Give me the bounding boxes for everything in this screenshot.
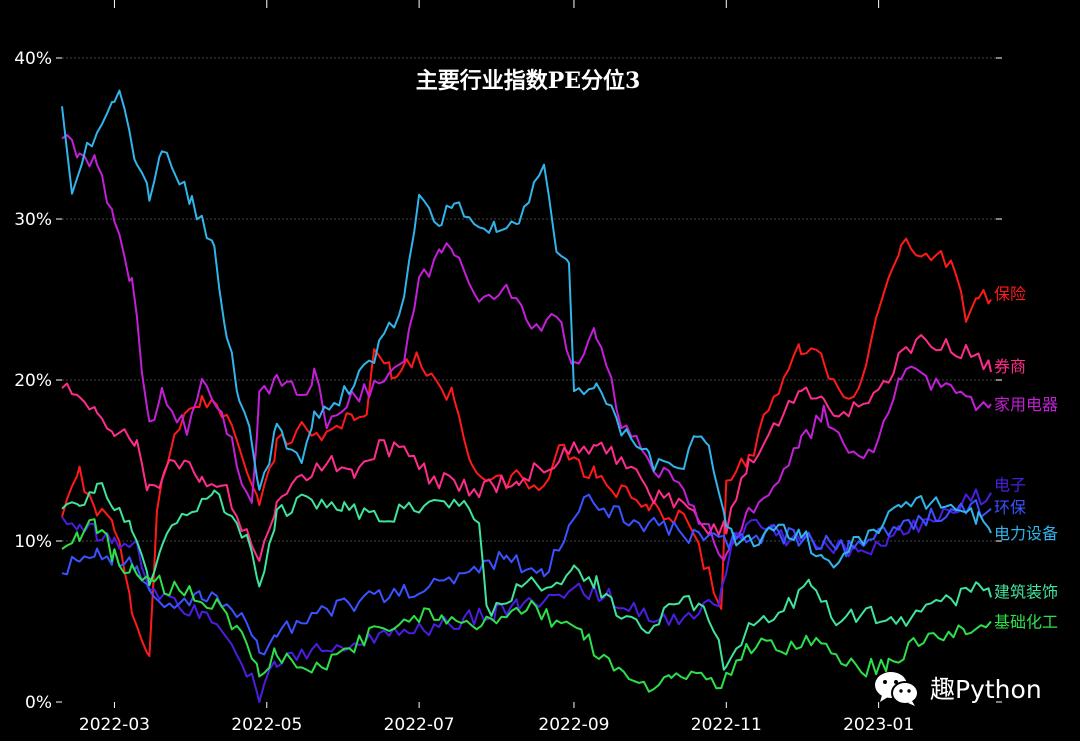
series-line <box>61 518 992 693</box>
x-tick-label: 2022-05 <box>231 715 302 735</box>
wechat-icon <box>875 672 919 706</box>
series-label: 基础化工 <box>994 613 1058 632</box>
series-label: 建筑装饰 <box>994 582 1058 601</box>
x-tick-label: 2023-01 <box>843 715 914 735</box>
series-label: 保险 <box>994 285 1026 304</box>
y-tick-label: 0% <box>25 693 52 713</box>
series-label: 环保 <box>994 498 1026 517</box>
series-line <box>61 134 992 562</box>
watermark-text: 趣Python <box>930 675 1042 704</box>
series-label: 券商 <box>994 357 1026 376</box>
y-tick-label: 40% <box>14 49 52 69</box>
series-label: 家用电器 <box>994 395 1058 414</box>
series-line <box>61 493 992 656</box>
series-label: 电力设备 <box>994 524 1058 543</box>
series-label: 电子 <box>994 476 1026 495</box>
chart-title: 主要行业指数PE分位3 <box>416 68 641 94</box>
x-tick-label: 2022-11 <box>691 715 762 735</box>
y-tick-label: 20% <box>14 371 52 391</box>
series-line <box>61 237 992 658</box>
series-lines <box>61 89 992 703</box>
axes: 0% 10% 20% 30% 40% 2022-03 2022-05 2022-07 2022-… <box>14 0 1002 735</box>
grid <box>62 57 996 542</box>
series-line <box>61 334 992 562</box>
x-tick-label: 2022-03 <box>79 715 150 735</box>
y-tick-label: 10% <box>14 532 52 552</box>
series-line <box>61 89 992 569</box>
x-tick-label: 2022-07 <box>384 715 455 735</box>
x-tick-label: 2022-09 <box>538 715 609 735</box>
watermark: 趣Python <box>872 668 1042 708</box>
y-tick-label: 30% <box>14 210 52 230</box>
series-line <box>61 482 992 671</box>
